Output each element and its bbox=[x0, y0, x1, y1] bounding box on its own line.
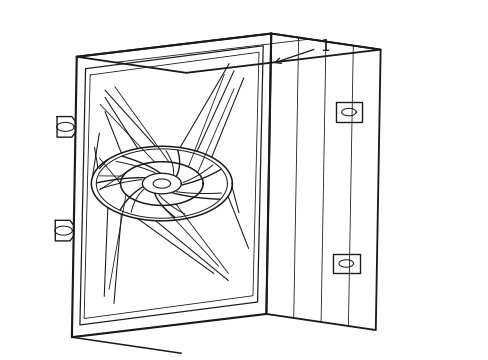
Text: 1: 1 bbox=[319, 39, 329, 54]
